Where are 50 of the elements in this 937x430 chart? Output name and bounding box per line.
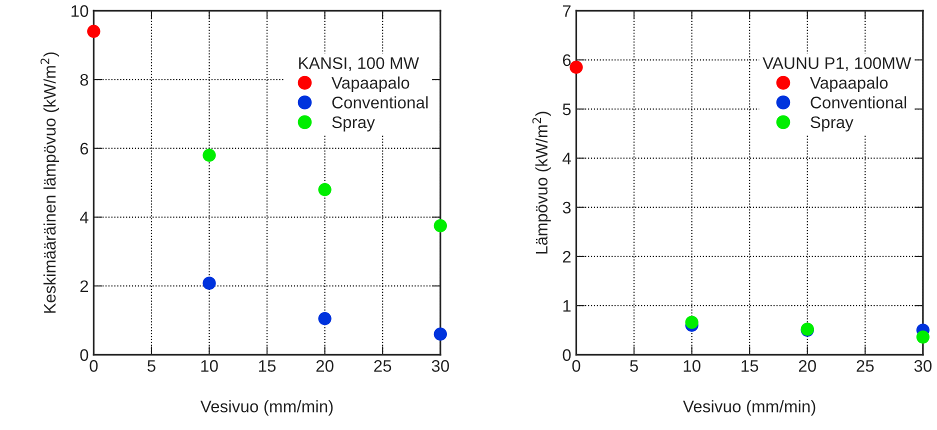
legend-label: Vapaapalo	[810, 76, 888, 92]
legend-label: Spray	[810, 116, 854, 132]
y-tick-label: 4	[80, 212, 88, 224]
legend-label: Conventional	[810, 96, 906, 108]
x-axis-title: Vesivuo (mm/min)	[682, 400, 816, 416]
x-tick-label: 5	[148, 360, 156, 372]
y-tick-label: 4	[562, 152, 571, 164]
x-tick-label: 15	[259, 360, 276, 372]
x-tick-label: 30	[914, 360, 932, 372]
point	[685, 316, 698, 329]
y-tick-label: 1	[563, 300, 571, 312]
legend-title: KANSI, 100 MW	[299, 57, 420, 72]
x-tick-label: 0	[90, 360, 98, 372]
y-tick-label: 2	[80, 280, 88, 292]
x-tick-label: 10	[684, 360, 700, 372]
point	[87, 24, 100, 38]
y-tick-label: 0	[80, 349, 88, 361]
y-tick-label: 0	[562, 349, 571, 361]
point	[434, 219, 447, 232]
x-tick-label: 15	[742, 360, 758, 372]
point	[202, 276, 216, 290]
y-axis-title: Keskimääräinen lämpövuo (kW/m$^{2}$)	[40, 52, 60, 313]
point	[434, 328, 447, 341]
legend-label: Spray	[332, 116, 375, 132]
point	[318, 312, 332, 326]
x-tick-label: 30	[432, 360, 450, 372]
y-tick-label: 6	[80, 142, 88, 155]
legend-title: VAUNU P1, 100MW	[762, 57, 912, 72]
point	[916, 330, 930, 344]
y-tick-label: 2	[562, 250, 571, 263]
x-tick-label: 10	[201, 360, 218, 372]
y-tick-label: 7	[562, 5, 571, 17]
y-tick-label: 5	[562, 104, 571, 116]
y-axis-title: Lämpövuo (kW/m$^{2}$)	[532, 112, 551, 254]
legend-label: Conventional	[332, 96, 428, 108]
x-tick-label: 20	[316, 360, 334, 372]
x-tick-label: 0	[572, 360, 580, 372]
x-tick-label: 20	[798, 360, 816, 372]
legend-label: Vapaapalo	[332, 76, 410, 92]
x-tick-label: 5	[630, 360, 638, 372]
x-tick-label: 25	[856, 360, 874, 372]
y-tick-label: 10	[72, 5, 88, 17]
point	[202, 148, 216, 162]
x-axis-title: Vesivuo (mm/min)	[200, 400, 333, 416]
y-tick-label: 6	[562, 54, 571, 66]
point	[318, 183, 332, 196]
y-tick-label: 3	[562, 202, 571, 214]
point	[570, 60, 583, 74]
x-tick-label: 25	[374, 360, 392, 372]
y-tick-label: 8	[80, 74, 88, 86]
